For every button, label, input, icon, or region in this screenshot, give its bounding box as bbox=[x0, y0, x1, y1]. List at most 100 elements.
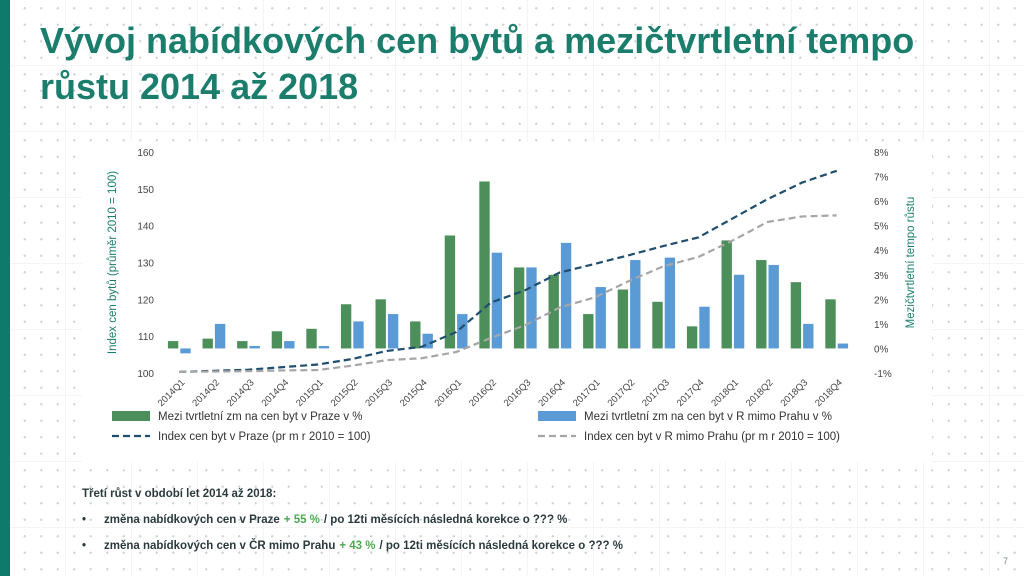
x-tick-label: 2016Q1 bbox=[433, 377, 465, 409]
y2-tick-label: -1% bbox=[874, 369, 892, 380]
bar-rest bbox=[768, 264, 779, 349]
x-tick-label: 2015Q4 bbox=[398, 377, 430, 409]
bar-rest bbox=[699, 306, 710, 349]
bullet-highlight: + 55 % bbox=[283, 514, 320, 526]
bar-rest bbox=[353, 321, 364, 349]
bullet-marker: • bbox=[82, 540, 87, 552]
y-tick-label: 160 bbox=[137, 148, 154, 159]
bar-prague bbox=[271, 331, 283, 349]
y2-tick-label: 5% bbox=[874, 222, 889, 233]
bar-prague bbox=[167, 341, 179, 349]
bar-prague bbox=[825, 299, 836, 349]
bar-rest bbox=[214, 323, 226, 349]
bullet-item-rest: • změna nabídkových cen v ČR mimo Prahu … bbox=[82, 540, 982, 552]
y2-tick-label: 3% bbox=[874, 271, 889, 282]
bar-rest bbox=[180, 348, 191, 354]
bar-prague bbox=[410, 321, 421, 349]
x-tick-label: 2017Q1 bbox=[571, 377, 603, 409]
legend-bar-rest-label: Mezi tvrtletní zm na cen byt v R mimo Pr… bbox=[584, 411, 832, 423]
x-tick-label: 2015Q1 bbox=[294, 377, 326, 409]
chart-panel: 100 110 120 130 140 150 160 -1% 0% 1% 2% 3% 4% 5% 6% 7%… bbox=[82, 142, 932, 462]
bar-rest bbox=[457, 314, 468, 349]
x-tick-label: 2018Q2 bbox=[744, 377, 776, 409]
slide-title: Vývoj nabídkových cen bytů a mezičtvrtle… bbox=[40, 20, 915, 107]
x-tick-label: 2014Q3 bbox=[225, 377, 257, 409]
y2-tick-label: 2% bbox=[874, 295, 889, 306]
bullet-suffix: / po 12ti měsících následná korekce o ??… bbox=[323, 514, 568, 526]
y2-tick-label: 8% bbox=[874, 148, 889, 159]
bar-rest bbox=[318, 345, 330, 349]
x-tick-label: 2015Q3 bbox=[363, 377, 395, 409]
bar-prague bbox=[237, 341, 248, 349]
x-tick-label: 2014Q2 bbox=[190, 377, 222, 409]
x-tick-label: 2017Q4 bbox=[675, 377, 707, 409]
page-number: 7 bbox=[1002, 556, 1008, 566]
y-tick-label: 110 bbox=[138, 332, 154, 343]
x-tick-label: 2016Q3 bbox=[502, 377, 534, 409]
legend-line-rest-label: Index cen byt v R mimo Prahu (pr m r 201… bbox=[584, 431, 840, 443]
x-tick-label: 2014Q1 bbox=[156, 377, 188, 409]
bar-rest bbox=[526, 267, 537, 349]
bar-prague bbox=[444, 235, 456, 349]
y-axis-title: Index cen bytů (průměr 2010 = 100) bbox=[107, 171, 119, 354]
bar-prague bbox=[479, 181, 490, 349]
bar-prague bbox=[721, 240, 732, 349]
bar-rest bbox=[284, 341, 295, 349]
y-tick-label: 150 bbox=[137, 185, 154, 196]
bar-rest bbox=[422, 333, 433, 349]
bar-prague bbox=[375, 299, 386, 349]
accent-stripe bbox=[0, 0, 10, 576]
bar-rest bbox=[664, 257, 676, 349]
notes-panel: Třetí růst v období let 2014 až 2018: • … bbox=[82, 488, 982, 566]
x-tick-label: 2016Q2 bbox=[467, 377, 499, 409]
y-tick-label: 140 bbox=[137, 222, 154, 233]
legend-bar-prague-swatch bbox=[112, 411, 150, 421]
bar-rest bbox=[387, 314, 399, 349]
bullet-marker: • bbox=[82, 514, 87, 526]
y2-tick-label: 4% bbox=[874, 246, 889, 257]
bar-prague bbox=[790, 282, 802, 349]
bar-rest bbox=[837, 343, 849, 349]
bullet-text: změna nabídkových cen v Praze bbox=[104, 514, 280, 526]
x-tick-label: 2014Q4 bbox=[260, 377, 292, 409]
bar-prague bbox=[617, 289, 629, 349]
legend-line-prague-label: Index cen byt v Praze (pr m r 2010 = 100… bbox=[158, 431, 371, 443]
x-tick-label: 2018Q1 bbox=[709, 377, 741, 409]
bar-rest bbox=[249, 345, 260, 349]
bar-prague bbox=[306, 328, 317, 349]
bullet-text: změna nabídkových cen v ČR mimo Prahu bbox=[104, 540, 336, 552]
legend-bar-rest-swatch bbox=[538, 411, 576, 421]
bullet-suffix: / po 12ti měsících následná korekce o ??… bbox=[379, 540, 623, 552]
x-tick-label: 2017Q2 bbox=[606, 377, 638, 409]
bullet-highlight: + 43 % bbox=[339, 540, 376, 552]
y2-tick-label: 0% bbox=[874, 344, 889, 355]
y2-axis-title: Mezičtvrtletní tempo růstu bbox=[905, 197, 917, 329]
y-tick-label: 120 bbox=[137, 295, 154, 306]
x-tick-label: 2018Q3 bbox=[779, 377, 811, 409]
bar-prague bbox=[583, 314, 594, 349]
bar-rest bbox=[630, 260, 641, 349]
y-tick-label: 100 bbox=[137, 369, 154, 380]
bar-rest bbox=[560, 242, 572, 349]
bar-prague bbox=[340, 304, 352, 349]
bar-prague bbox=[686, 326, 698, 349]
y2-tick-label: 1% bbox=[874, 320, 889, 331]
line-rest bbox=[179, 214, 837, 373]
y2-tick-label: 6% bbox=[874, 197, 889, 208]
combo-chart: 100 110 120 130 140 150 160 -1% 0% 1% 2% 3% 4% 5% 6% 7%… bbox=[107, 148, 917, 443]
y2-tick-label: 7% bbox=[874, 173, 889, 184]
line-prague bbox=[179, 169, 838, 373]
bar-prague bbox=[756, 260, 767, 349]
bar-prague bbox=[548, 274, 559, 349]
bar-prague bbox=[202, 338, 213, 349]
x-tick-label: 2016Q4 bbox=[536, 377, 568, 409]
notes-heading: Třetí růst v období let 2014 až 2018: bbox=[82, 488, 277, 500]
bar-rest bbox=[595, 287, 606, 349]
bar-rest bbox=[733, 274, 745, 349]
legend-bar-prague-label: Mezi tvrtletní zm na cen byt v Praze v % bbox=[158, 411, 363, 423]
x-tick-label: 2015Q2 bbox=[329, 377, 361, 409]
bullet-item-prague: • změna nabídkových cen v Praze + 55 % /… bbox=[82, 514, 982, 526]
x-tick-label: 2018Q4 bbox=[813, 377, 845, 409]
x-tick-label: 2017Q3 bbox=[640, 377, 672, 409]
bar-prague bbox=[513, 267, 525, 349]
